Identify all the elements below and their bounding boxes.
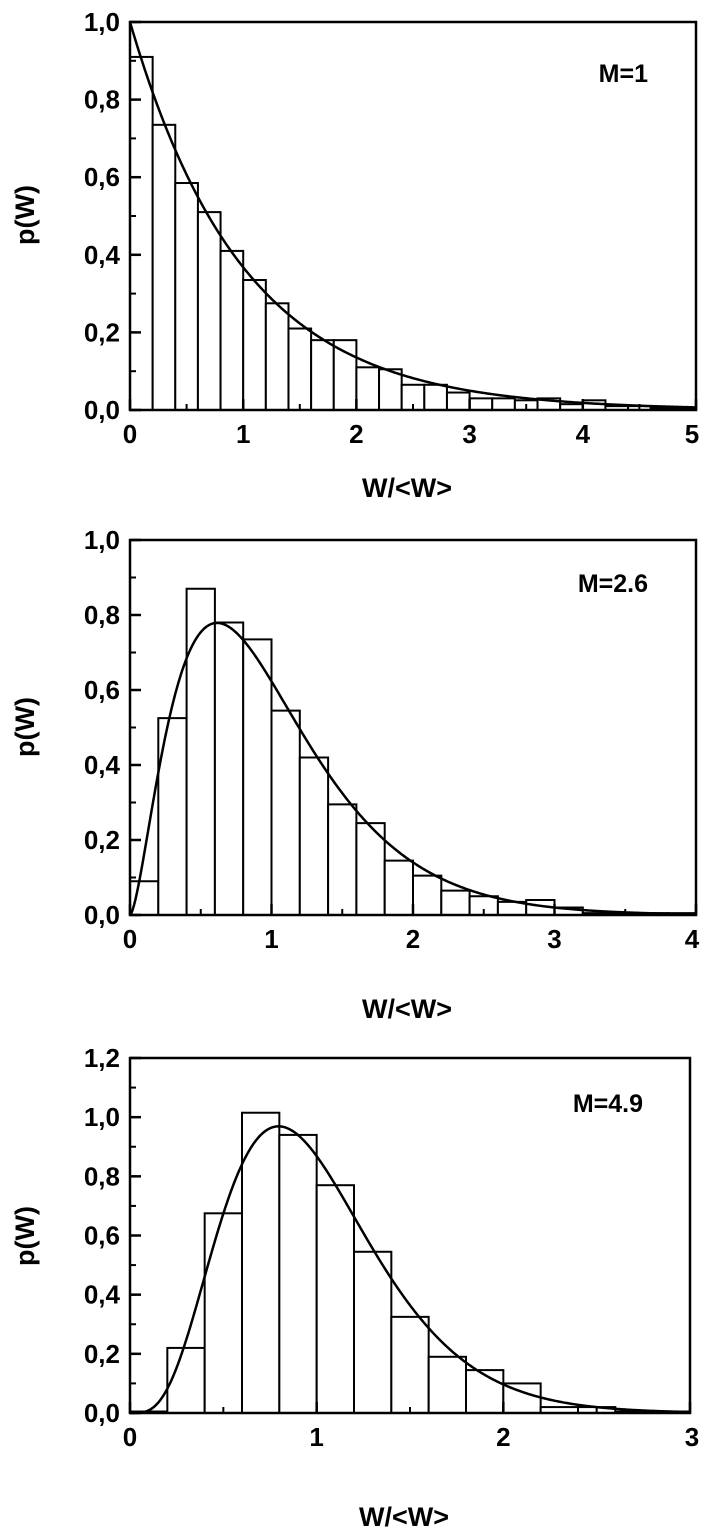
histogram-bar [310,339,335,411]
histogram-bar [129,880,160,916]
y-tick-label: 0,8 [84,600,120,630]
x-tick-label: 1 [309,1422,323,1452]
histogram-bar [129,55,154,411]
histogram-bar [491,397,516,411]
y-tick-label: 0,4 [84,240,121,270]
y-axis-title: p(W) [10,1206,40,1266]
chart-panel-m4-9: 0 1 2 3 0,0 0,2 0,4 0,6 0,8 1,0 1,2 W/<W> p(W) M=4.9 [10,1043,699,1532]
histogram-bar [264,302,290,411]
histogram-bar [287,327,313,411]
y-tick-label: 1,0 [84,525,120,555]
y-tick-label: 0,0 [84,1398,120,1428]
x-tick-label: 1 [264,924,278,954]
y-axis-title: p(W) [10,697,40,757]
x-tick-label: 5 [685,419,699,449]
y-tick-label: 0,6 [84,675,120,705]
histogram-bar [315,1184,355,1414]
y-tick-label: 0,6 [84,162,120,192]
y-tick-label: 0,4 [84,1280,121,1310]
x-tick-label: 3 [462,419,476,449]
fit-curve [128,621,697,916]
histogram-bar [355,366,381,412]
x-axis-title: W/<W> [359,1502,449,1532]
y-tick-label: 0,0 [84,900,120,930]
y-tick-label: 0,8 [84,1161,120,1191]
x-tick-label: 0 [123,924,137,954]
chart-panel-m2-6: 0 1 2 3 4 0,0 0,2 0,4 0,6 0,8 1,0 W/<W> p(W) M=2.6 [10,525,700,1024]
histogram-bar [468,397,494,411]
x-tick-label: 4 [685,924,700,954]
histogram-bar [423,383,448,411]
histogram-bar [166,1346,206,1414]
fit-curve [128,21,697,409]
x-tick-label: 2 [406,924,420,954]
histogram-bar [465,1369,505,1414]
y-tick-label: 0,2 [84,317,120,347]
x-axis-title: W/<W> [362,473,452,503]
histogram-bar [196,211,222,411]
x-tick-label: 0 [123,1422,137,1452]
histogram-bar [185,587,216,916]
x-axis-title: W/<W> [362,994,452,1024]
y-tick-label: 1,2 [84,1043,120,1073]
y-tick-label: 1,0 [84,1102,120,1132]
y-tick-label: 1,0 [84,7,120,37]
histogram-bar [390,1315,430,1414]
x-tick-label: 4 [576,419,591,449]
histogram-bar [270,709,301,916]
histogram-bar [298,756,330,916]
histogram-bar [427,1355,467,1414]
x-tick-label: 3 [547,924,561,954]
parameter-annotation: M=4.9 [573,1090,643,1118]
histogram-bar [445,391,471,412]
histogram-bar [219,249,245,411]
histogram-bar [203,1212,244,1414]
histogram-bar [440,889,471,916]
histogram-bar [242,638,273,916]
chart-panel-m1: 0 1 2 3 4 5 0,0 0,2 0,4 0,6 0,8 1,0 W/<W> p(W) M=1 [10,7,699,503]
parameter-annotation: M=1 [599,60,648,88]
x-tick-label: 1 [236,419,250,449]
y-tick-label: 0,0 [84,395,120,425]
histogram-bar [353,1250,393,1414]
y-tick-label: 0,2 [84,825,120,855]
histogram-bar [151,123,177,411]
histogram-bar [174,182,199,411]
y-tick-label: 0,2 [84,1339,120,1369]
histogram-bar [383,859,415,916]
x-tick-label: 2 [496,1422,510,1452]
y-tick-label: 0,8 [84,85,120,115]
y-tick-label: 0,4 [84,750,121,780]
parameter-annotation: M=2.6 [578,570,648,598]
x-tick-label: 0 [123,419,137,449]
y-axis-title: p(W) [10,185,40,245]
histogram-bar [241,1111,281,1415]
y-tick-label: 0,6 [84,1221,120,1251]
x-tick-label: 2 [349,419,363,449]
histogram-bar [242,279,267,411]
histogram-bar [412,874,443,916]
histogram-bar [278,1133,318,1415]
x-tick-label: 3 [685,1422,699,1452]
histogram-bar [378,368,403,412]
histogram-bar [327,803,358,916]
histogram-bar [213,621,245,916]
